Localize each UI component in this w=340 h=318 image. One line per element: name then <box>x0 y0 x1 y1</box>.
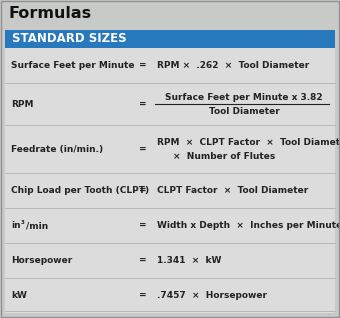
Text: CLPT Factor  ×  Tool Diameter: CLPT Factor × Tool Diameter <box>157 186 308 195</box>
Text: kW: kW <box>11 291 27 300</box>
Text: =: = <box>139 221 147 230</box>
Text: Feedrate (in/min.): Feedrate (in/min.) <box>11 145 103 154</box>
Text: =: = <box>139 256 147 265</box>
Text: Horsepower: Horsepower <box>11 256 72 265</box>
Text: =: = <box>139 61 147 70</box>
Text: 1.341  ×  kW: 1.341 × kW <box>157 256 221 265</box>
Bar <box>5 48 335 313</box>
Text: Surface Feet per Minute x 3.82: Surface Feet per Minute x 3.82 <box>165 93 323 102</box>
Text: 3: 3 <box>21 219 25 225</box>
Text: =: = <box>139 186 147 195</box>
Text: Formulas: Formulas <box>9 6 92 21</box>
Text: RPM: RPM <box>11 100 34 109</box>
Text: =: = <box>139 145 147 154</box>
Text: ×  Number of Flutes: × Number of Flutes <box>173 152 275 161</box>
Text: .7457  ×  Horsepower: .7457 × Horsepower <box>157 291 267 300</box>
Text: =: = <box>139 291 147 300</box>
Bar <box>5 30 335 48</box>
Text: RPM  ×  CLPT Factor  ×  Tool Diameter: RPM × CLPT Factor × Tool Diameter <box>157 138 340 147</box>
Text: RPM ×  .262  ×  Tool Diameter: RPM × .262 × Tool Diameter <box>157 61 309 70</box>
Text: Tool Diameter: Tool Diameter <box>209 107 279 116</box>
Text: Chip Load per Tooth (CLPT): Chip Load per Tooth (CLPT) <box>11 186 149 195</box>
Text: /min: /min <box>26 221 48 230</box>
Text: Width x Depth  ×  Inches per Minute: Width x Depth × Inches per Minute <box>157 221 340 230</box>
Text: =: = <box>139 100 147 109</box>
Text: Surface Feet per Minute: Surface Feet per Minute <box>11 61 135 70</box>
Text: STANDARD SIZES: STANDARD SIZES <box>12 32 126 45</box>
Text: in: in <box>11 221 21 230</box>
